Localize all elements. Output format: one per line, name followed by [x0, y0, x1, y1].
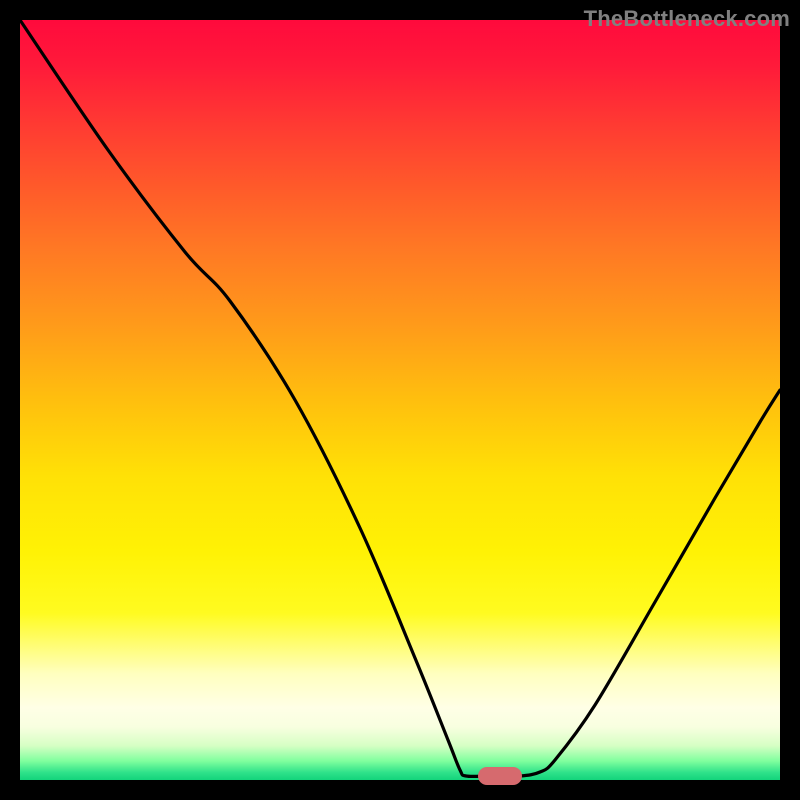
- optimal-marker: [478, 767, 522, 785]
- plot-gradient-background: [20, 20, 780, 780]
- chart-container: TheBottleneck.com: [0, 0, 800, 800]
- chart-svg: [0, 0, 800, 800]
- watermark: TheBottleneck.com: [584, 6, 790, 32]
